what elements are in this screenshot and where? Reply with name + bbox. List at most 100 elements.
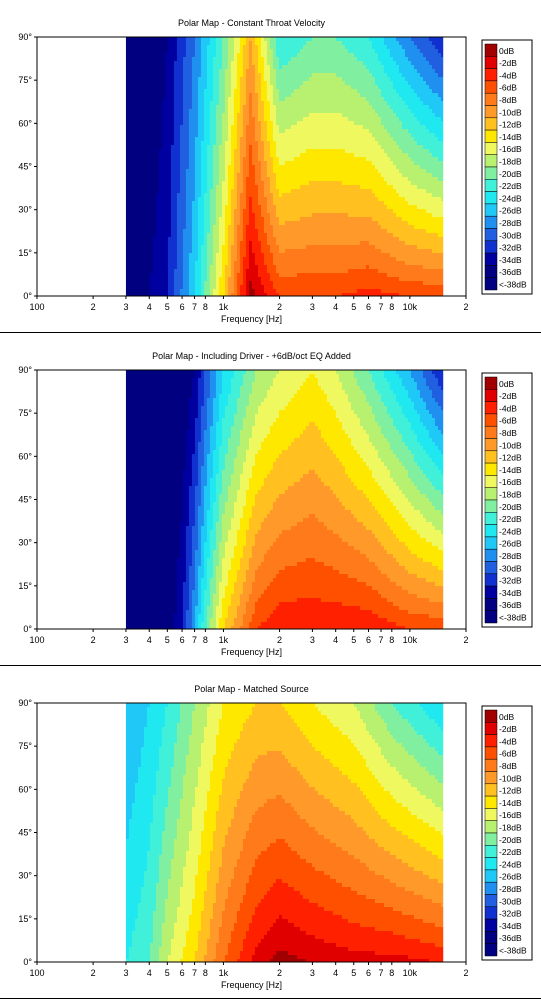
heatmap-cell bbox=[251, 213, 256, 218]
heatmap-cell bbox=[209, 265, 214, 270]
heatmap-cell bbox=[194, 253, 199, 258]
heatmap-cell bbox=[149, 253, 154, 258]
heatmap-cell bbox=[170, 57, 175, 62]
heatmap-cell bbox=[254, 293, 259, 297]
heatmap-cell bbox=[272, 265, 277, 270]
heatmap-cell bbox=[293, 93, 298, 98]
heatmap-cell bbox=[281, 137, 286, 142]
heatmap-cell bbox=[134, 265, 139, 270]
heatmap-cell bbox=[209, 277, 214, 282]
heatmap-cell bbox=[320, 133, 325, 138]
heatmap-cell bbox=[233, 205, 238, 210]
heatmap-cell bbox=[128, 237, 133, 242]
heatmap-cell bbox=[317, 37, 322, 42]
heatmap-cell bbox=[137, 233, 142, 238]
heatmap-cell bbox=[164, 97, 169, 102]
heatmap-cell bbox=[161, 217, 166, 222]
heatmap-cell bbox=[260, 89, 265, 94]
heatmap-cell bbox=[203, 193, 208, 198]
heatmap-cell bbox=[125, 125, 130, 130]
heatmap-cell bbox=[164, 129, 169, 134]
heatmap-cell bbox=[248, 141, 253, 146]
heatmap-cell bbox=[311, 225, 316, 230]
heatmap-cell bbox=[173, 213, 178, 218]
heatmap-cell bbox=[332, 129, 337, 134]
heatmap-cell bbox=[290, 253, 295, 258]
heatmap-cell bbox=[227, 193, 232, 198]
heatmap-cell bbox=[263, 241, 268, 246]
heatmap-cell bbox=[164, 181, 169, 186]
heatmap-cell bbox=[260, 237, 265, 242]
heatmap-cell bbox=[194, 289, 199, 294]
heatmap-cell bbox=[290, 233, 295, 238]
heatmap-cell bbox=[137, 81, 142, 86]
heatmap-cell bbox=[263, 81, 268, 86]
heatmap-cell bbox=[245, 101, 250, 106]
heatmap-cell bbox=[299, 205, 304, 210]
heatmap-cell bbox=[146, 49, 151, 54]
heatmap-cell bbox=[320, 73, 325, 78]
heatmap-cell bbox=[209, 125, 214, 130]
heatmap-cell bbox=[158, 193, 163, 198]
heatmap-cell bbox=[287, 285, 292, 290]
heatmap-cell bbox=[254, 185, 259, 190]
heatmap-cell bbox=[209, 233, 214, 238]
heatmap-cell bbox=[125, 121, 130, 126]
heatmap-cell bbox=[206, 173, 211, 178]
heatmap-cell bbox=[260, 125, 265, 130]
heatmap-cell bbox=[197, 197, 202, 202]
heatmap-cell bbox=[137, 89, 142, 94]
heatmap-cell bbox=[290, 197, 295, 202]
heatmap-cell bbox=[182, 225, 187, 230]
heatmap-cell bbox=[194, 69, 199, 74]
heatmap-cell bbox=[335, 165, 340, 170]
heatmap-cell bbox=[173, 77, 178, 82]
heatmap-cell bbox=[191, 41, 196, 46]
heatmap-cell bbox=[185, 289, 190, 294]
heatmap-cell bbox=[344, 101, 349, 106]
heatmap-cell bbox=[293, 109, 298, 114]
heatmap-cell bbox=[296, 65, 301, 70]
heatmap-cell bbox=[341, 229, 346, 234]
heatmap-cell bbox=[314, 149, 319, 154]
heatmap-cell bbox=[203, 241, 208, 246]
heatmap-cell bbox=[140, 173, 145, 178]
heatmap-cell bbox=[308, 281, 313, 286]
heatmap-cell bbox=[344, 149, 349, 154]
heatmap-cell bbox=[218, 141, 223, 146]
heatmap-cell bbox=[173, 253, 178, 258]
heatmap-cell bbox=[185, 197, 190, 202]
heatmap-cell bbox=[164, 293, 169, 297]
heatmap-cell bbox=[332, 221, 337, 226]
heatmap-cell bbox=[212, 61, 217, 66]
heatmap-cell bbox=[209, 253, 214, 258]
heatmap-cell bbox=[248, 257, 253, 262]
heatmap-cell bbox=[299, 185, 304, 190]
heatmap-cell bbox=[200, 169, 205, 174]
heatmap-cell bbox=[191, 285, 196, 290]
heatmap-cell bbox=[239, 281, 244, 286]
heatmap-cell bbox=[290, 241, 295, 246]
heatmap-cell bbox=[191, 261, 196, 266]
heatmap-cell bbox=[344, 105, 349, 110]
heatmap-cell bbox=[293, 77, 298, 82]
heatmap-cell bbox=[203, 281, 208, 286]
heatmap-cell bbox=[221, 193, 226, 198]
heatmap-cell bbox=[296, 277, 301, 282]
heatmap-cell bbox=[251, 93, 256, 98]
heatmap-cell bbox=[152, 149, 157, 154]
heatmap-cell bbox=[245, 113, 250, 118]
heatmap-cell bbox=[209, 145, 214, 150]
heatmap-cell bbox=[212, 77, 217, 82]
heatmap-cell bbox=[293, 145, 298, 150]
heatmap-cell bbox=[239, 73, 244, 78]
heatmap-cell bbox=[245, 141, 250, 146]
heatmap-cell bbox=[257, 77, 262, 82]
heatmap-cell bbox=[251, 293, 256, 297]
heatmap-cell bbox=[338, 197, 343, 202]
heatmap-cell bbox=[248, 89, 253, 94]
heatmap-cell bbox=[287, 181, 292, 186]
heatmap-cell bbox=[146, 137, 151, 142]
heatmap-cell bbox=[290, 265, 295, 270]
heatmap-cell bbox=[278, 125, 283, 130]
